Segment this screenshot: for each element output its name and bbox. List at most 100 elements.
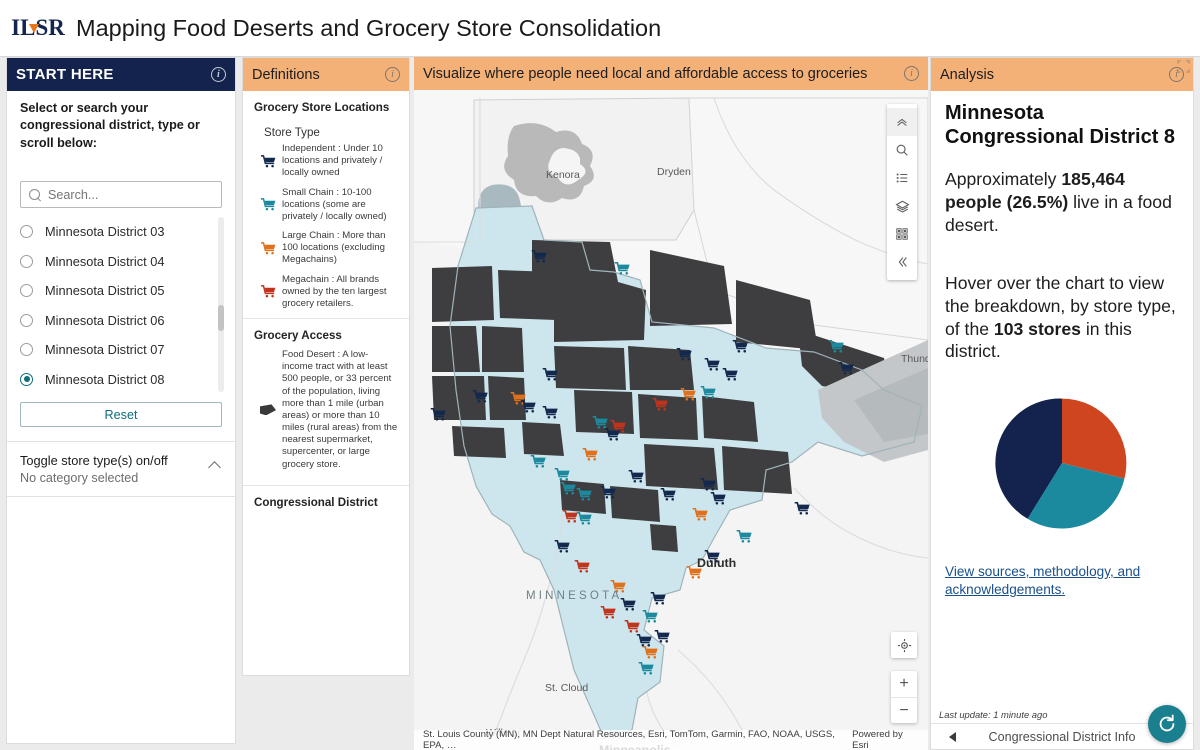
cart-icon — [254, 285, 282, 298]
store-marker-independent[interactable] — [704, 549, 721, 563]
map-canvas[interactable]: Kenora Dryden Thund Duluth MINNESOTA St.… — [414, 90, 928, 750]
zoom-in-button[interactable]: + — [899, 675, 909, 692]
radio-icon[interactable] — [20, 225, 33, 239]
radio-icon[interactable] — [20, 254, 33, 268]
store-marker-megachain[interactable] — [624, 619, 641, 633]
store-marker-small-chain[interactable] — [614, 261, 631, 275]
store-marker-independent[interactable] — [542, 367, 559, 381]
search-icon[interactable] — [887, 136, 917, 164]
district-list-scrollbar[interactable] — [218, 217, 224, 393]
store-marker-independent[interactable] — [542, 405, 559, 419]
store-marker-independent[interactable] — [722, 367, 739, 381]
store-marker-megachain[interactable] — [600, 605, 617, 619]
info-icon[interactable]: i — [385, 67, 400, 82]
radio-icon[interactable] — [20, 284, 33, 298]
store-marker-independent[interactable] — [520, 399, 537, 413]
store-marker-small-chain[interactable] — [736, 529, 753, 543]
info-icon[interactable]: i — [1169, 67, 1184, 82]
pie-chart-svg[interactable] — [992, 393, 1132, 533]
store-marker-independent[interactable] — [430, 407, 447, 421]
store-marker-small-chain[interactable] — [554, 467, 571, 481]
store-marker-small-chain[interactable] — [576, 511, 593, 525]
basemap-gallery-icon[interactable] — [887, 220, 917, 248]
expand-up-icon[interactable] — [887, 108, 917, 136]
store-marker-independent[interactable] — [531, 249, 548, 263]
store-marker-independent[interactable] — [838, 361, 855, 375]
reset-button[interactable]: Reset — [20, 402, 222, 428]
district-radio-list[interactable]: Minnesota District 03 Minnesota District… — [20, 217, 224, 395]
store-marker-independent[interactable] — [620, 597, 637, 611]
store-marker-independent[interactable] — [710, 491, 727, 505]
map-toolbar[interactable] — [887, 104, 917, 280]
store-marker-small-chain[interactable] — [530, 454, 547, 468]
store-marker-independent[interactable] — [660, 487, 677, 501]
store-marker-independent[interactable] — [636, 633, 653, 647]
store-marker-independent[interactable] — [732, 339, 749, 353]
legend-item-food-desert: Food Desert : A low-income tract with at… — [254, 349, 399, 471]
store-marker-small-chain[interactable] — [560, 481, 577, 495]
store-marker-large-chain[interactable] — [680, 387, 697, 401]
radio-icon[interactable] — [20, 343, 33, 357]
district-option-08[interactable]: Minnesota District 08 — [20, 365, 222, 395]
store-marker-independent[interactable] — [600, 485, 617, 499]
radio-icon-selected[interactable] — [20, 372, 33, 386]
collapse-left-icon[interactable] — [887, 248, 917, 276]
district-option-04[interactable]: Minnesota District 04 — [20, 247, 222, 277]
district-search[interactable] — [20, 181, 222, 209]
store-marker-independent[interactable] — [554, 539, 571, 553]
store-marker-small-chain[interactable] — [638, 661, 655, 675]
store-marker-small-chain[interactable] — [592, 415, 609, 429]
store-marker-independent[interactable] — [654, 629, 671, 643]
store-marker-independent[interactable] — [700, 477, 717, 491]
info-icon[interactable]: i — [211, 67, 226, 82]
map-graphic[interactable] — [414, 90, 928, 750]
store-marker-megachain[interactable] — [574, 559, 591, 573]
pie-slice-small-chain[interactable] — [1027, 463, 1125, 529]
expand-icon[interactable] — [1177, 60, 1190, 73]
store-marker-independent[interactable] — [628, 469, 645, 483]
info-icon[interactable]: i — [904, 66, 919, 81]
pie-slice-independent[interactable] — [995, 398, 1062, 519]
radio-icon[interactable] — [20, 313, 33, 327]
store-type-pie-chart[interactable] — [945, 393, 1179, 533]
search-input[interactable] — [48, 187, 213, 202]
store-marker-small-chain[interactable] — [828, 339, 845, 353]
store-marker-independent[interactable] — [676, 347, 693, 361]
store-marker-large-chain[interactable] — [642, 645, 659, 659]
store-marker-large-chain[interactable] — [582, 447, 599, 461]
store-marker-megachain[interactable] — [562, 509, 579, 523]
locate-button[interactable] — [891, 632, 917, 658]
sources-link[interactable]: View sources, methodology, and acknowled… — [945, 564, 1141, 598]
map-zoom-controls[interactable]: + − — [891, 671, 917, 723]
store-marker-independent[interactable] — [604, 427, 621, 441]
scrollbar-thumb[interactable] — [218, 305, 224, 332]
district-label: Minnesota District 06 — [45, 312, 165, 328]
store-marker-large-chain[interactable] — [686, 565, 703, 579]
store-marker-large-chain[interactable] — [692, 507, 709, 521]
store-marker-independent[interactable] — [650, 591, 667, 605]
store-marker-independent[interactable] — [472, 389, 489, 403]
store-marker-large-chain[interactable] — [610, 579, 627, 593]
store-marker-small-chain[interactable] — [700, 385, 717, 399]
zoom-out-button[interactable]: − — [891, 697, 917, 723]
layers-icon[interactable] — [887, 192, 917, 220]
district-option-03[interactable]: Minnesota District 03 — [20, 217, 222, 247]
chevron-up-icon[interactable] — [209, 458, 222, 471]
district-option-06[interactable]: Minnesota District 06 — [20, 306, 222, 336]
district-option-05[interactable]: Minnesota District 05 — [20, 276, 222, 306]
page-title: Mapping Food Deserts and Grocery Store C… — [76, 14, 662, 41]
store-marker-independent[interactable] — [794, 501, 811, 515]
pie-slice-large-chain[interactable] — [1062, 398, 1127, 479]
store-marker-megachain[interactable] — [652, 397, 669, 411]
map-header: Visualize where people need local and af… — [414, 57, 928, 90]
store-marker-small-chain[interactable] — [642, 609, 659, 623]
refresh-button[interactable] — [1148, 705, 1186, 743]
district-option-07[interactable]: Minnesota District 07 — [20, 335, 222, 365]
toggle-store-type-section[interactable]: Toggle store type(s) on/off No category … — [7, 441, 235, 498]
store-marker-independent[interactable] — [704, 357, 721, 371]
legend-list-icon[interactable] — [887, 164, 917, 192]
previous-arrow-icon[interactable] — [949, 731, 956, 742]
store-marker-small-chain[interactable] — [576, 487, 593, 501]
map-title: Visualize where people need local and af… — [423, 65, 868, 82]
legend-label: Small Chain : 10-100 locations (some are… — [282, 186, 387, 222]
